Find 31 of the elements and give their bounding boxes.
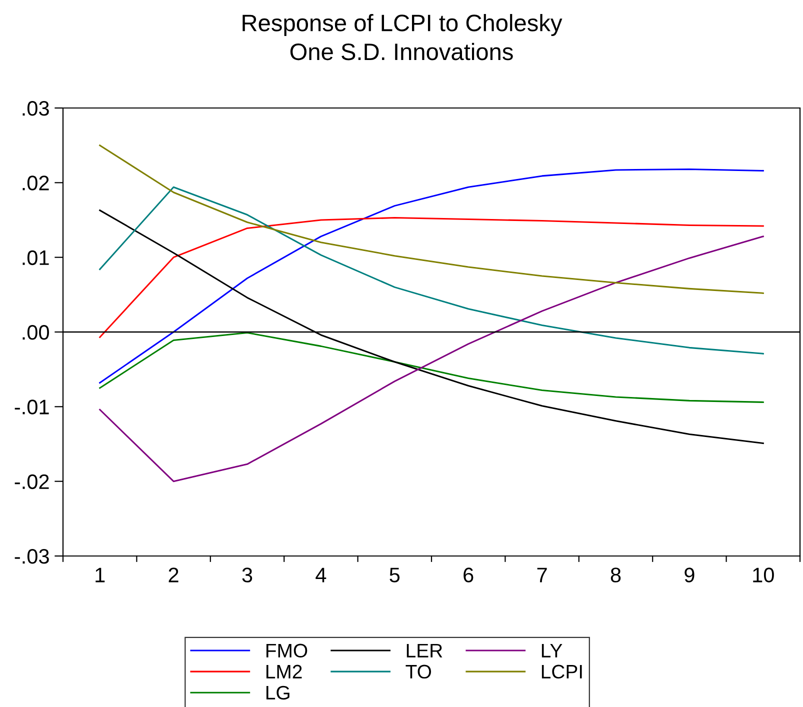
x-tick-label: 6 — [464, 568, 474, 582]
y-tick-label: -.01 — [14, 400, 49, 414]
line-series — [99, 186, 764, 354]
y-tick-label: .02 — [22, 176, 49, 190]
y-tick-label: -.02 — [14, 474, 49, 490]
y-tick-label: -.03 — [14, 549, 49, 564]
legend-label: LCPI — [542, 664, 582, 679]
x-tick-label: 5 — [390, 568, 400, 582]
y-tick-label: .01 — [22, 250, 49, 266]
line-series — [99, 216, 764, 338]
legend-label: FMO — [266, 644, 308, 658]
x-tick-label: 2 — [168, 568, 178, 582]
x-tick-label: 7 — [537, 568, 547, 582]
x-tick-label: 4 — [316, 568, 326, 582]
y-tick-label: .03 — [22, 101, 49, 116]
line-series — [99, 168, 764, 384]
x-tick-label: 3 — [242, 568, 252, 582]
legend-label: LG — [266, 686, 290, 700]
legend-label: LER — [406, 644, 442, 658]
x-tick-label: 9 — [684, 568, 694, 582]
line-series — [99, 144, 764, 294]
y-tick-label: .00 — [22, 325, 49, 340]
line-series — [99, 332, 764, 403]
x-tick-label: 1 — [96, 568, 105, 582]
legend-label: LY — [542, 644, 562, 658]
legend-label: LM2 — [266, 664, 302, 678]
legend-label: TO — [406, 664, 432, 679]
chart-title: Response of LCPI to Cholesky One S.D. Innovations — [242, 14, 562, 60]
x-tick-label: 8 — [610, 568, 621, 582]
x-tick-label: 10 — [753, 568, 774, 582]
line-series — [99, 236, 764, 482]
